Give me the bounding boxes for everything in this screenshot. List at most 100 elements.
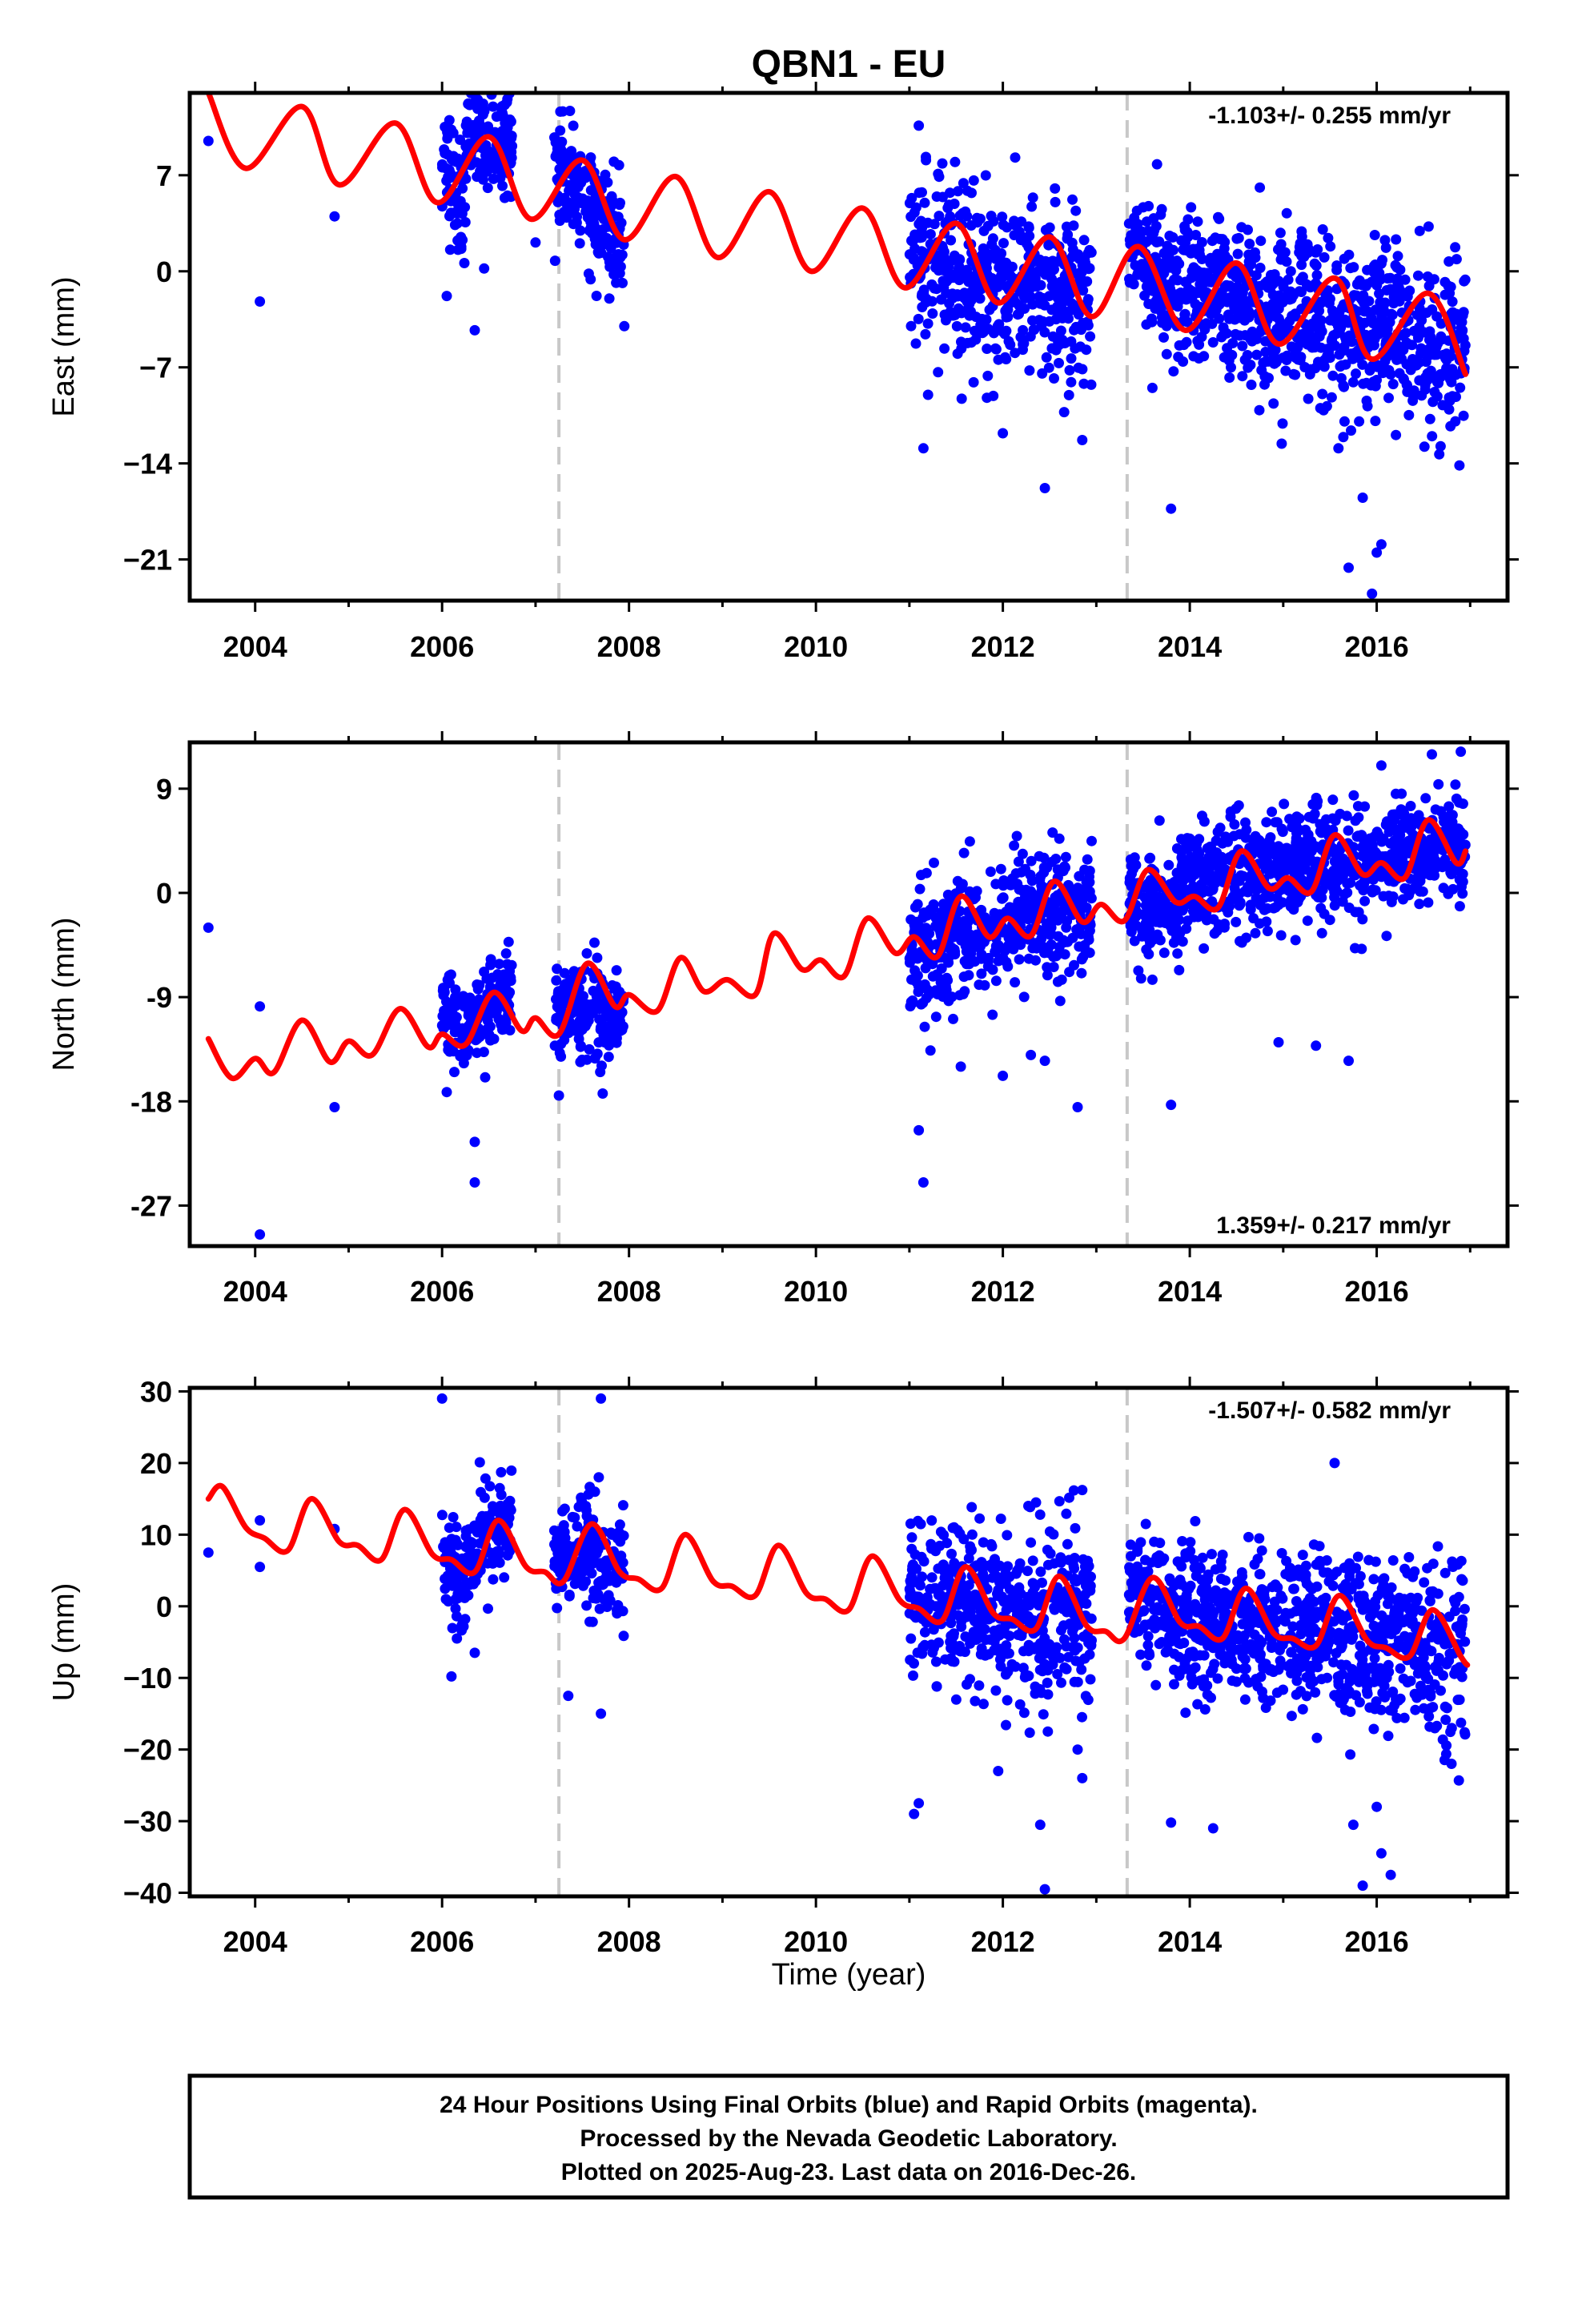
north-data-point xyxy=(556,1051,567,1062)
east-data-point xyxy=(1154,297,1165,308)
north-data-point xyxy=(1386,896,1397,907)
up-data-point xyxy=(934,1601,944,1612)
north-x-tick-label: 2004 xyxy=(223,1275,287,1308)
east-data-point xyxy=(1224,372,1235,383)
east-data-point xyxy=(1170,265,1182,276)
up-data-point xyxy=(1004,1630,1015,1642)
north-data-point xyxy=(481,1029,492,1039)
north-data-point xyxy=(1451,840,1462,851)
east-data-point xyxy=(1359,306,1370,317)
east-data-point xyxy=(1345,348,1356,360)
north-data-point xyxy=(1295,858,1307,869)
north-data-point xyxy=(1194,834,1205,845)
north-data-point xyxy=(1391,788,1401,799)
east-data-point xyxy=(944,273,955,284)
east-data-point xyxy=(1008,294,1019,305)
east-data-point xyxy=(1231,271,1242,283)
north-data-point xyxy=(1042,970,1053,981)
east-data-point xyxy=(1398,344,1409,356)
up-data-point xyxy=(1064,1492,1074,1503)
north-data-point xyxy=(1277,826,1288,838)
up-data-point xyxy=(953,1599,964,1610)
up-data-point xyxy=(1042,1559,1054,1570)
up-data-point xyxy=(966,1502,978,1513)
up-data-point xyxy=(1169,1679,1179,1690)
up-data-point xyxy=(913,1610,924,1622)
up-data-point xyxy=(1177,1536,1188,1546)
up-data-point xyxy=(577,1559,588,1570)
north-data-point xyxy=(1229,819,1240,830)
east-data-point xyxy=(1445,351,1456,362)
north-data-point xyxy=(1170,913,1182,923)
north-y-tick-label: -27 xyxy=(130,1189,172,1222)
east-data-point xyxy=(480,82,491,92)
up-data-point xyxy=(1162,1645,1174,1656)
east-outlier-point xyxy=(619,320,630,332)
east-data-point xyxy=(1168,366,1179,377)
north-data-point xyxy=(1009,840,1020,851)
up-data-point xyxy=(1006,1659,1018,1670)
east-data-point xyxy=(918,284,930,296)
up-data-point xyxy=(1044,1526,1055,1537)
east-data-point xyxy=(1454,460,1465,471)
east-data-point xyxy=(994,262,1005,273)
north-data-point xyxy=(1207,884,1219,895)
east-data-point xyxy=(1170,274,1181,285)
up-data-point xyxy=(452,1633,463,1644)
north-data-point xyxy=(957,879,968,890)
north-data-point xyxy=(584,1043,595,1055)
north-data-point xyxy=(1076,967,1087,979)
east-outlier-point xyxy=(255,296,266,307)
up-data-point xyxy=(1083,1582,1094,1593)
north-y-tick-label: -9 xyxy=(147,981,172,1014)
up-data-point xyxy=(1154,1538,1166,1549)
north-data-point xyxy=(1052,864,1063,875)
east-outlier-point xyxy=(1367,588,1378,599)
east-data-point xyxy=(1369,230,1380,240)
up-data-point xyxy=(456,1625,468,1636)
north-data-point xyxy=(552,988,564,999)
north-data-point xyxy=(1061,922,1072,933)
north-data-point xyxy=(497,1024,508,1035)
up-data-point xyxy=(588,1593,599,1603)
up-data-point xyxy=(995,1514,1006,1524)
north-outlier-point xyxy=(1072,1102,1083,1112)
east-data-point xyxy=(1073,362,1084,373)
north-data-point xyxy=(1279,798,1290,810)
north-data-point xyxy=(958,971,970,983)
east-data-point xyxy=(1135,233,1146,244)
east-data-point xyxy=(1172,301,1183,312)
east-data-point xyxy=(472,94,484,105)
north-data-point xyxy=(916,870,926,881)
north-data-point xyxy=(1217,856,1228,867)
north-data-point xyxy=(936,963,947,974)
east-outlier-point xyxy=(203,135,214,147)
up-data-point xyxy=(1180,1707,1191,1719)
east-data-point xyxy=(1176,235,1187,246)
east-data-point xyxy=(1382,273,1393,284)
north-data-point xyxy=(581,1054,592,1065)
up-data-point xyxy=(1002,1561,1014,1572)
east-data-point xyxy=(460,217,471,227)
east-data-point xyxy=(1327,334,1338,345)
up-data-point xyxy=(1141,1660,1152,1671)
east-data-point xyxy=(1383,392,1394,404)
up-panel: 2004 2006 2008 2010 2012 2014 20163020100−10−2… xyxy=(47,1375,1519,1958)
east-data-point xyxy=(990,344,1002,355)
east-data-point xyxy=(1399,274,1411,285)
east-data-point xyxy=(1155,306,1166,317)
up-data-point xyxy=(572,1521,583,1532)
north-data-point xyxy=(946,942,956,953)
up-data-point xyxy=(1030,1590,1041,1602)
east-data-point xyxy=(1315,315,1327,326)
north-data-point xyxy=(917,997,929,1008)
north-data-point xyxy=(1306,835,1317,846)
north-data-point xyxy=(1084,888,1095,899)
east-data-point xyxy=(982,370,994,381)
north-data-point xyxy=(1219,922,1230,933)
east-data-point xyxy=(1218,322,1229,333)
up-data-point xyxy=(919,1626,930,1638)
east-y-tick-label: −21 xyxy=(123,544,172,577)
east-data-point xyxy=(580,172,591,183)
up-data-point xyxy=(973,1614,984,1625)
